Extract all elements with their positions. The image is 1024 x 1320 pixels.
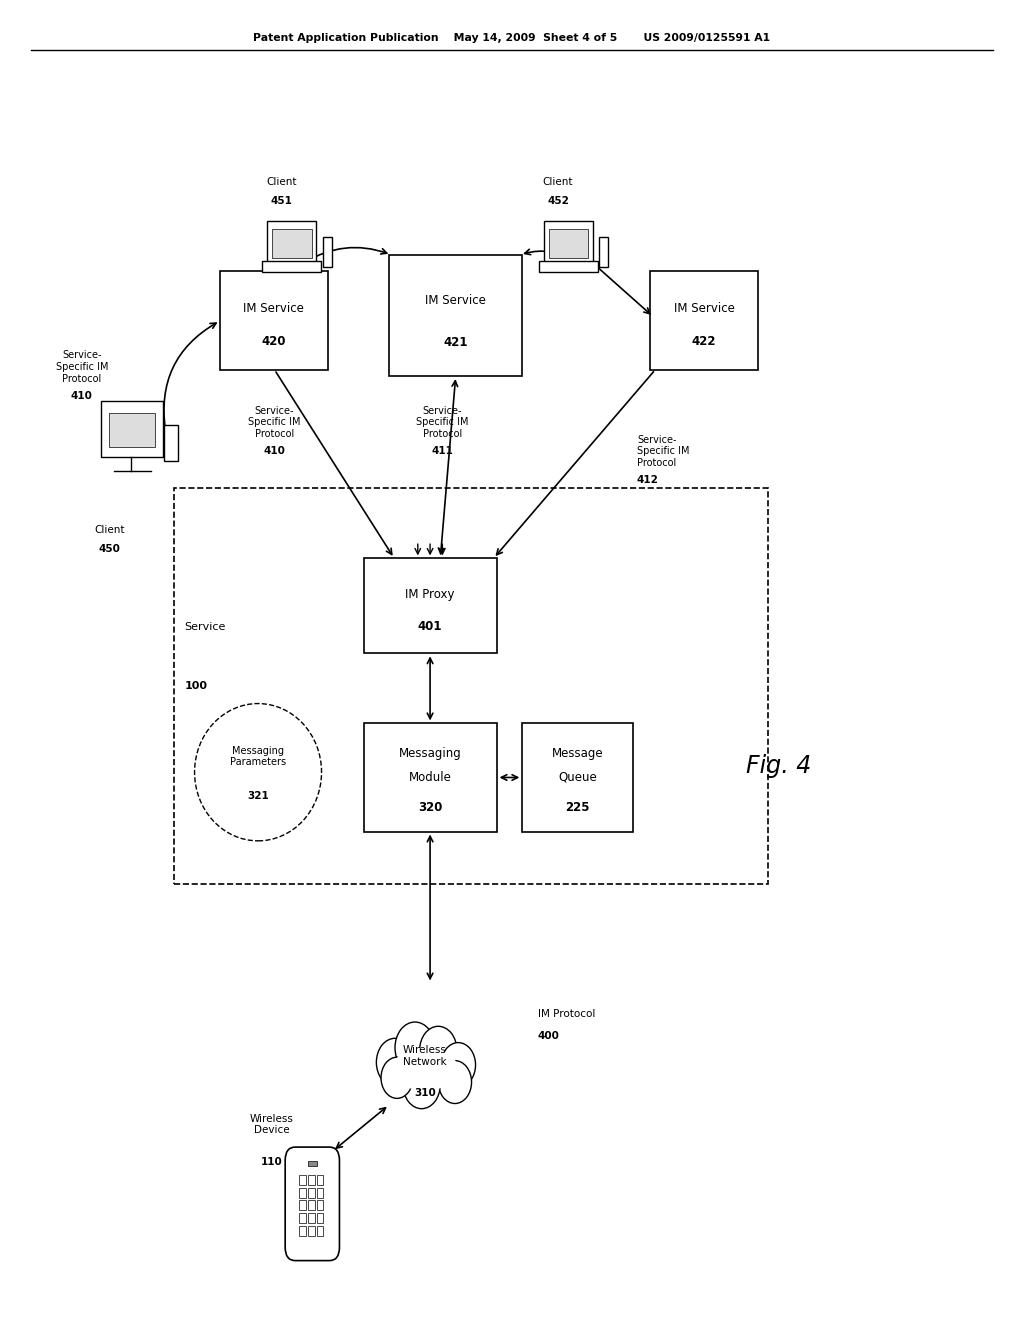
Text: IM Protocol: IM Protocol (538, 1008, 595, 1019)
FancyBboxPatch shape (299, 1175, 306, 1185)
Text: 410: 410 (71, 391, 93, 401)
Text: 110: 110 (260, 1156, 283, 1167)
Text: Client: Client (543, 177, 573, 187)
FancyBboxPatch shape (307, 1162, 317, 1167)
FancyBboxPatch shape (299, 1225, 306, 1236)
Text: 400: 400 (538, 1031, 559, 1041)
Text: Queue: Queue (558, 771, 597, 784)
Text: Service-
Specific IM
Protocol: Service- Specific IM Protocol (637, 434, 689, 469)
Ellipse shape (195, 704, 322, 841)
Text: 450: 450 (98, 544, 121, 554)
FancyBboxPatch shape (316, 1188, 324, 1197)
Circle shape (438, 1061, 471, 1104)
FancyBboxPatch shape (299, 1200, 306, 1210)
Circle shape (377, 1039, 414, 1086)
FancyBboxPatch shape (323, 238, 332, 267)
Text: IM Service: IM Service (674, 302, 734, 314)
Text: Service-
Specific IM
Protocol: Service- Specific IM Protocol (416, 405, 469, 440)
FancyBboxPatch shape (308, 1225, 314, 1236)
Text: IM Proxy: IM Proxy (406, 587, 455, 601)
Text: Wireless
Network: Wireless Network (403, 1045, 446, 1067)
FancyBboxPatch shape (101, 401, 163, 457)
Circle shape (441, 1043, 475, 1088)
FancyBboxPatch shape (262, 261, 322, 272)
FancyBboxPatch shape (549, 230, 588, 257)
Text: Service-
Specific IM
Protocol: Service- Specific IM Protocol (55, 350, 109, 384)
FancyBboxPatch shape (364, 723, 497, 832)
FancyBboxPatch shape (174, 488, 768, 884)
Text: Service: Service (184, 622, 225, 632)
Text: 411: 411 (431, 446, 454, 457)
Text: Service-
Specific IM
Protocol: Service- Specific IM Protocol (248, 405, 301, 440)
Text: Messaging
Parameters: Messaging Parameters (230, 746, 286, 767)
FancyBboxPatch shape (299, 1188, 306, 1197)
Text: Patent Application Publication    May 14, 2009  Sheet 4 of 5       US 2009/01255: Patent Application Publication May 14, 2… (253, 33, 771, 44)
Text: Client: Client (266, 177, 297, 187)
Circle shape (395, 1022, 435, 1073)
Text: Fig. 4: Fig. 4 (745, 754, 811, 777)
Text: Messaging: Messaging (398, 747, 462, 760)
FancyBboxPatch shape (316, 1175, 324, 1185)
Text: Message: Message (552, 747, 603, 760)
Text: 452: 452 (547, 195, 569, 206)
Text: 421: 421 (443, 335, 468, 348)
Ellipse shape (391, 1048, 459, 1090)
FancyBboxPatch shape (364, 558, 497, 653)
FancyBboxPatch shape (389, 255, 522, 376)
FancyBboxPatch shape (650, 271, 758, 370)
Text: 420: 420 (262, 335, 286, 348)
FancyBboxPatch shape (308, 1200, 314, 1210)
Text: 320: 320 (418, 801, 442, 814)
Text: Client: Client (94, 524, 125, 535)
FancyBboxPatch shape (316, 1200, 324, 1210)
FancyBboxPatch shape (299, 1213, 306, 1222)
FancyBboxPatch shape (316, 1213, 324, 1222)
Text: 451: 451 (270, 195, 293, 206)
Text: 401: 401 (418, 620, 442, 634)
Text: Wireless
Device: Wireless Device (250, 1114, 293, 1135)
FancyBboxPatch shape (599, 238, 608, 267)
FancyBboxPatch shape (308, 1175, 314, 1185)
Text: IM Service: IM Service (244, 302, 304, 314)
Circle shape (381, 1057, 413, 1098)
Circle shape (403, 1061, 440, 1109)
Text: 422: 422 (692, 335, 716, 348)
FancyBboxPatch shape (272, 230, 311, 257)
Text: 310: 310 (414, 1088, 436, 1098)
FancyBboxPatch shape (316, 1225, 324, 1236)
FancyBboxPatch shape (164, 425, 178, 461)
Text: 225: 225 (565, 801, 590, 814)
Text: IM Service: IM Service (425, 294, 486, 308)
FancyBboxPatch shape (308, 1213, 314, 1222)
Text: Module: Module (409, 771, 452, 784)
FancyBboxPatch shape (285, 1147, 339, 1261)
Text: 321: 321 (247, 791, 269, 801)
FancyBboxPatch shape (220, 271, 328, 370)
FancyBboxPatch shape (544, 222, 593, 263)
FancyBboxPatch shape (267, 222, 316, 263)
FancyBboxPatch shape (539, 261, 598, 272)
FancyBboxPatch shape (308, 1188, 314, 1197)
Text: 100: 100 (184, 681, 207, 692)
Text: 410: 410 (263, 446, 286, 457)
Text: 412: 412 (637, 475, 658, 486)
FancyBboxPatch shape (110, 413, 156, 446)
FancyBboxPatch shape (522, 723, 633, 832)
Circle shape (420, 1027, 457, 1074)
